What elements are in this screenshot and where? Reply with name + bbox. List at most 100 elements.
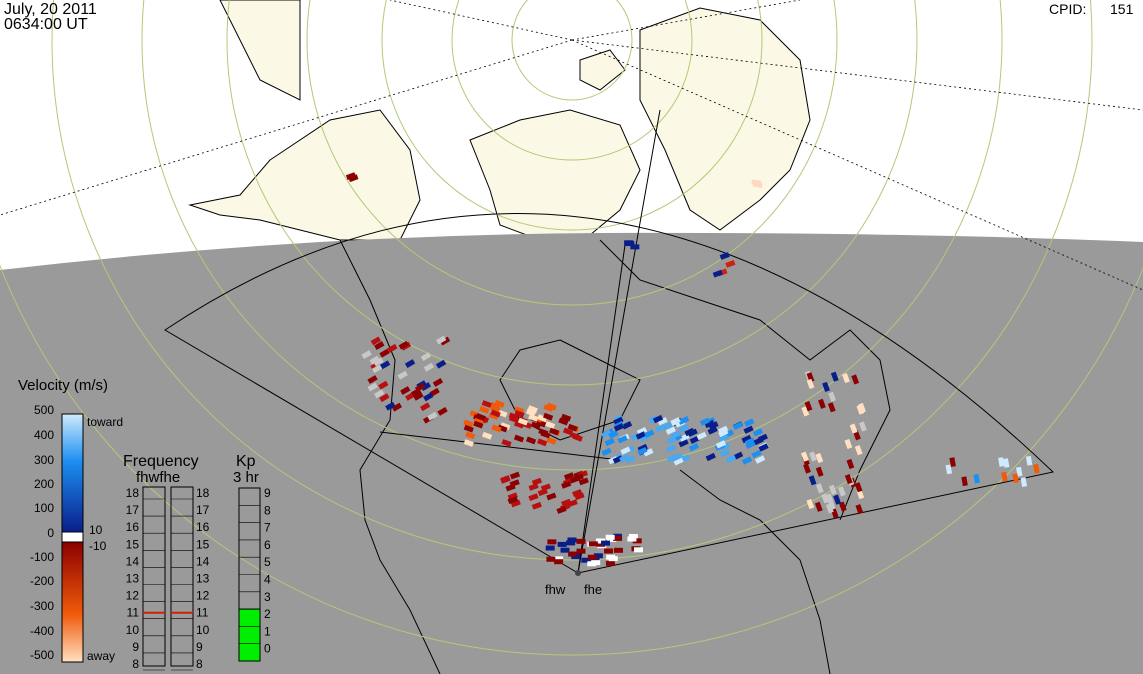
velocity-cell [490,409,501,418]
velocity-cell [604,548,614,554]
velocity-cell [595,538,605,544]
velocity-cell [808,475,817,486]
velocity-cell [741,434,752,444]
velocity-cell [601,429,612,439]
velocity-cell [525,408,537,417]
velocity-cell [1020,477,1028,488]
velocity-cell [530,421,542,430]
velocity-cell [367,375,378,384]
velocity-cell [606,554,616,560]
velocity-cell [537,414,548,423]
velocity-cell [678,424,690,433]
velocity-cell [833,494,841,505]
velocity-cell [613,423,625,432]
velocity-cell [741,456,753,465]
night-terminator-region [0,232,1143,674]
velocity-cell [998,457,1005,467]
velocity-cell [463,424,474,433]
velocity-cell [657,417,668,426]
velocity-cell [567,499,578,508]
velocity-cell [571,554,581,560]
velocity-cell [591,560,601,566]
velocity-cell [689,435,700,444]
velocity-cell [945,464,953,475]
velocity-cell [822,381,830,393]
velocity-cell [576,548,586,554]
velocity-cell [596,541,606,547]
velocity-cell [803,463,811,474]
velocity-cell [397,370,408,380]
cpid-label: CPID: [1049,1,1087,17]
velocity-cell [605,534,615,540]
velocity-tick-label: 0 [47,526,54,540]
velocity-cell [369,355,380,365]
velocity-cell [608,430,619,439]
frequency-label-right: 14 [196,554,210,568]
velocity-cell [404,359,416,368]
velocity-cell [546,402,557,411]
arctic-islands-landmass [469,109,641,241]
velocity-cell [854,482,863,493]
velocity-cell [704,419,715,429]
velocity-cell [563,472,575,481]
velocity-cell [754,455,766,464]
velocity-cell [494,400,505,408]
frequency-label-right: 8 [196,657,203,671]
kp-label: 4 [264,573,271,587]
velocity-cell [801,406,810,417]
velocity-cell [348,174,359,183]
velocity-cell [562,427,574,436]
velocity-cell [821,493,830,504]
radar-fov-outline [164,109,1055,574]
velocity-scale: 500 400 300 200 100 0 -100 -200 -300 -400 -500 Vel… [18,377,123,663]
velocity-cell [497,424,508,433]
velocity-cell [699,417,711,426]
latitude-grid [0,0,1143,656]
velocity-scale-title: Velocity (m/s) [18,377,108,394]
velocity-cell [514,406,525,415]
velocity-cell [625,241,635,247]
frequency-panel: Frequency fhwfhe 18 18 17 17 16 16 15 15 14 14 13 1… [123,453,210,671]
velocity-cell [578,477,589,486]
kp-label: 5 [264,555,271,569]
velocity-cell [644,429,655,438]
velocity-cell [842,372,850,384]
velocity-cell [854,445,863,456]
velocity-cell [554,559,564,565]
velocity-cell [665,426,677,435]
velocity-cell [391,402,403,412]
velocity-cell [491,424,502,433]
velocity-tick-label: 200 [34,477,54,491]
velocity-cell [828,391,837,402]
velocity-cell [528,493,539,502]
velocity-cell [517,417,529,426]
velocity-cell [708,421,719,430]
velocity-cell [429,387,440,397]
velocity-cell [827,402,836,413]
velocity-cell [537,488,548,497]
velocity-cell [501,439,512,447]
velocity-cell [514,410,525,418]
velocity-cell [545,545,555,551]
velocity-cell [371,364,383,374]
velocity-cell [844,473,853,485]
velocity-cell [549,427,560,436]
velocity-tick-label: -500 [30,648,54,662]
north-america-outline [339,239,891,674]
velocity-bar-zero [61,531,84,543]
velocity-cell [846,458,855,470]
velocity-cell [715,440,727,449]
velocity-cell [830,371,839,382]
velocity-tick-label: 100 [34,501,54,515]
velocity-cell [581,557,591,563]
velocity-cell [505,483,516,492]
velocity-cell [815,452,824,464]
kp-panel: Kp 3 hr 9 8 7 6 5 4 3 2 1 0 [233,453,271,662]
velocity-cell [561,413,572,422]
velocity-cell [605,560,615,566]
kp-label: 9 [264,486,271,500]
velocity-cell [806,372,815,383]
velocity-cell [613,535,623,541]
frequency-title: Frequency [123,453,199,470]
